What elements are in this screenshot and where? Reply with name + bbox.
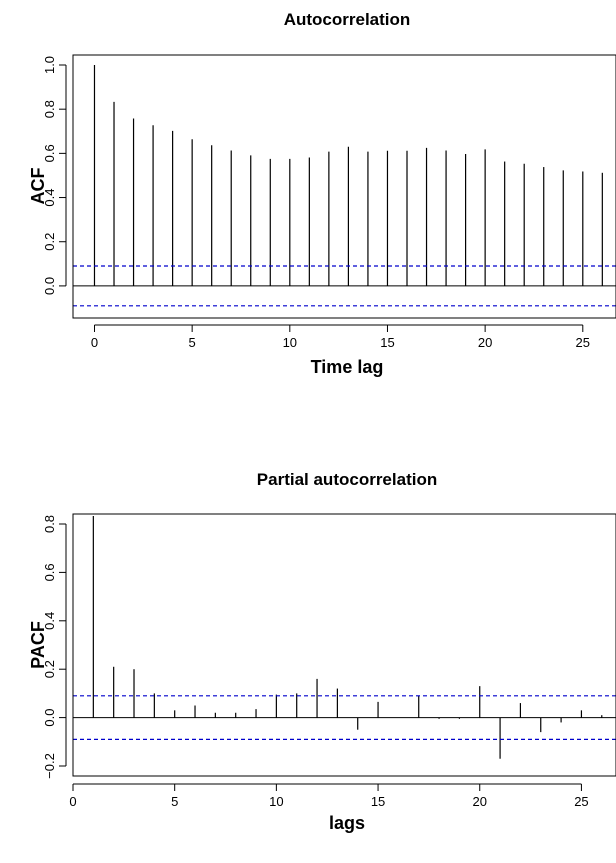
pacf-x-axis-label: lags <box>329 813 365 833</box>
acf-y-tick-label: 0.8 <box>42 100 57 118</box>
acf-y-tick-label: 0.0 <box>42 277 57 295</box>
acf-x-ticks: 0 5 10 15 20 25 <box>91 324 590 350</box>
acf-x-tick-label: 0 <box>91 335 98 350</box>
pacf-y-tick-label: −0.2 <box>42 753 57 779</box>
acf-y-tick-label: 1.0 <box>42 56 57 74</box>
acf-y-axis-label: ACF <box>28 168 48 205</box>
pacf-x-tick-label: 25 <box>574 794 588 809</box>
acf-y-tick-label: 0.2 <box>42 233 57 251</box>
pacf-x-ticks: 0 5 10 15 20 25 <box>69 783 589 809</box>
pacf-x-tick-label: 0 <box>69 794 76 809</box>
acf-x-axis-label: Time lag <box>311 357 384 377</box>
pacf-y-tick-label: 0.2 <box>42 660 57 678</box>
pacf-x-tick-label: 20 <box>473 794 487 809</box>
pacf-y-axis-label: PACF <box>28 621 48 669</box>
acf-x-tick-label: 10 <box>283 335 297 350</box>
pacf-y-ticks: −0.2 0.0 0.2 0.4 0.6 0.8 <box>42 515 67 779</box>
acf-x-tick-label: 20 <box>478 335 492 350</box>
pacf-y-tick-label: 0.8 <box>42 515 57 533</box>
pacf-x-tick-label: 5 <box>171 794 178 809</box>
acf-y-tick-label: 0.6 <box>42 144 57 162</box>
acf-plot-frame <box>72 54 616 319</box>
acf-title: Autocorrelation <box>284 10 411 29</box>
acf-y-ticks: 0.0 0.2 0.4 0.6 0.8 1.0 <box>42 56 67 295</box>
pacf-bars <box>92 516 603 759</box>
pacf-plot-frame <box>72 513 616 777</box>
acf-x-tick-label: 5 <box>189 335 196 350</box>
pacf-x-tick-label: 10 <box>269 794 283 809</box>
pacf-panel: Partial autocorrelation −0.2 0.0 0.2 0.4 0.6… <box>28 470 616 833</box>
pacf-y-tick-label: 0.0 <box>42 709 57 727</box>
acf-bars <box>93 65 603 286</box>
acf-x-tick-label: 25 <box>576 335 590 350</box>
pacf-y-tick-label: 0.4 <box>42 612 57 630</box>
acf-y-tick-label: 0.4 <box>42 189 57 207</box>
acf-panel: Autocorrelation 0.0 0.2 0.4 0.6 0.8 1.0 0 5 10 1… <box>28 10 616 377</box>
pacf-y-tick-label: 0.6 <box>42 563 57 581</box>
pacf-x-tick-label: 15 <box>371 794 385 809</box>
acf-x-tick-label: 15 <box>380 335 394 350</box>
pacf-reference-lines <box>73 695 616 740</box>
pacf-title: Partial autocorrelation <box>257 470 437 489</box>
acf-reference-lines <box>73 265 616 307</box>
